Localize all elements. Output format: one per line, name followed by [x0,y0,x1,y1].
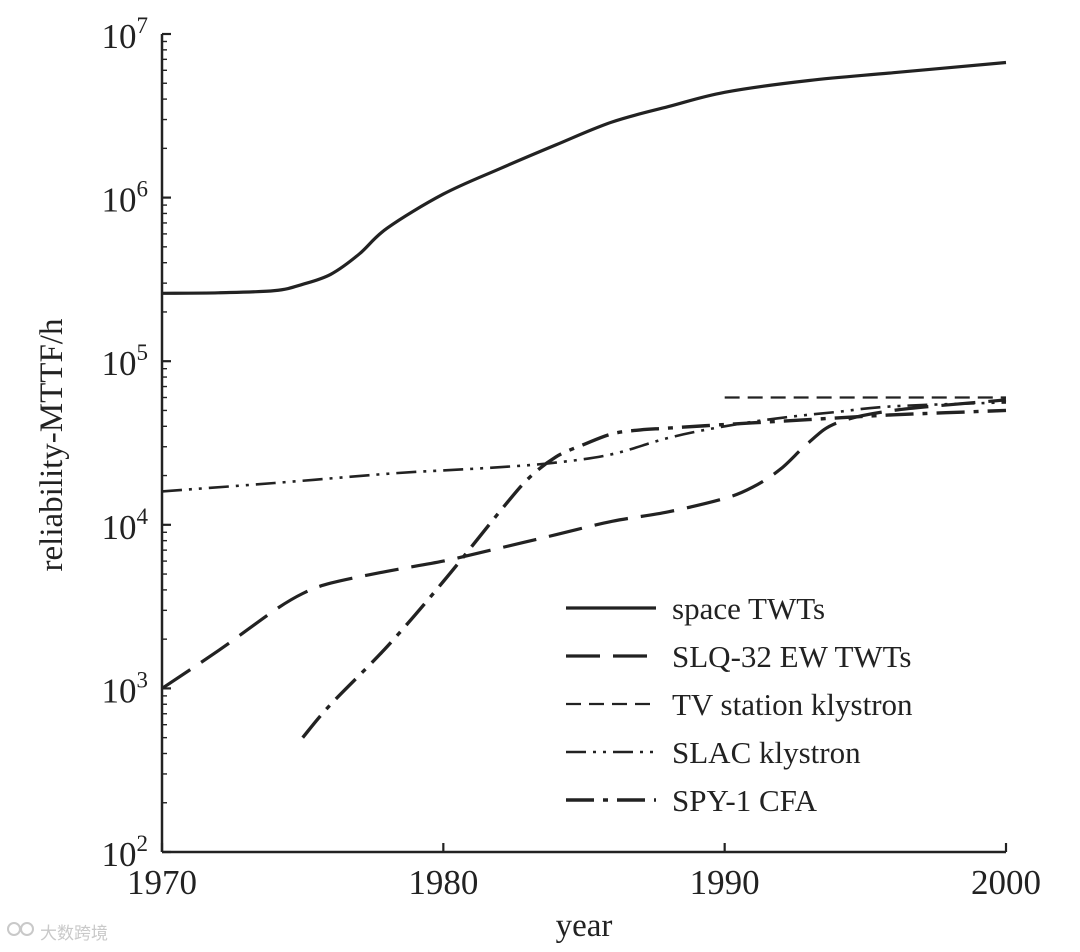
y-tick-label: 105 [102,340,149,383]
series-group [161,60,1007,739]
y-tick-exponent: 2 [137,831,149,856]
y-tick-label: 106 [102,177,149,220]
y-tick-exponent: 3 [137,667,149,692]
watermark-text: 大数跨境 [40,924,108,944]
series-line-space-twts [161,60,1007,295]
x-axis-label: year [556,908,613,944]
y-tick-label: 104 [102,504,149,547]
legend-label: space TWTs [672,591,825,626]
y-tick-base: 10 [102,508,137,547]
y-tick-label: 107 [102,13,149,56]
legend-label: SPY-1 CFA [672,783,818,818]
watermark: 大数跨境 [6,919,108,944]
x-tick-label: 1970 [127,863,197,902]
x-tick-label: 1980 [408,863,478,902]
y-tick-exponent: 4 [137,504,149,529]
y-tick-exponent: 7 [137,13,149,38]
series-line-spy-1-cfa [301,408,1007,739]
legend-label: SLQ-32 EW TWTs [672,639,912,674]
y-tick-base: 10 [102,671,137,710]
y-tick-base: 10 [102,344,137,383]
y-tick-label: 103 [102,667,149,710]
y-tick-label: 102 [102,831,149,874]
y-tick-base: 10 [102,835,137,874]
series-line-slq-32-ew-twts [161,398,1007,690]
y-axis-label: reliability-MTTF/h [34,318,70,571]
series-line-slac-klystron [161,401,1007,493]
legend-label: TV station klystron [672,687,913,722]
y-tick-base: 10 [102,181,137,220]
y-tick-exponent: 6 [137,177,149,202]
legend-label: SLAC klystron [672,735,861,770]
x-tick-label: 2000 [971,863,1041,902]
y-tick-base: 10 [102,17,137,56]
y-tick-exponent: 5 [137,340,149,365]
x-tick-label: 1990 [690,863,760,902]
legend: space TWTs SLQ-32 EW TWTs TV station klyst… [566,591,913,818]
watermark-logo-icon [6,920,36,943]
